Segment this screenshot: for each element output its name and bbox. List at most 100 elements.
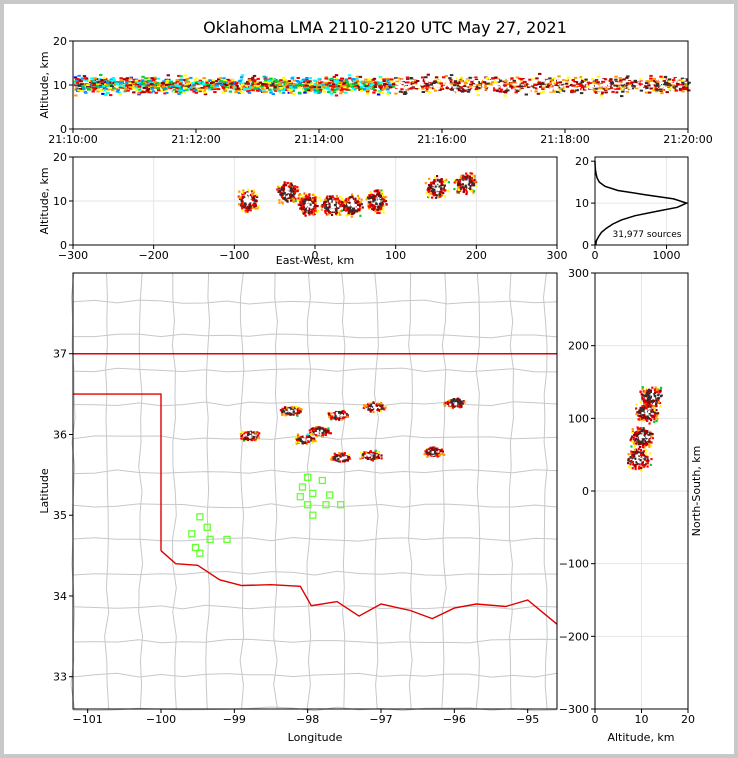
time-height-source	[515, 79, 520, 82]
map-source	[348, 457, 351, 460]
time-height-source	[303, 91, 307, 94]
time-height-source	[527, 84, 532, 87]
time-height-source	[506, 89, 510, 92]
time-height-source	[317, 92, 321, 95]
time-height-source	[109, 94, 113, 97]
ew-source	[349, 210, 352, 213]
ew-source	[281, 185, 284, 189]
time-height-source	[125, 80, 129, 83]
time-height-source	[355, 84, 359, 87]
ew-source	[378, 189, 381, 192]
ew-source	[373, 190, 376, 193]
time-height-source	[584, 90, 588, 93]
ew-source	[369, 195, 372, 198]
ew-source	[436, 194, 439, 197]
ew-source	[306, 207, 310, 210]
time-height-source	[395, 78, 399, 81]
time-height-source	[222, 77, 226, 80]
time-height-source	[440, 88, 445, 90]
ew-source	[310, 202, 313, 205]
time-height-source	[404, 86, 409, 88]
time-height-source	[671, 84, 676, 87]
time-height-source	[100, 79, 104, 81]
time-height-source	[175, 90, 179, 93]
time-height-source	[281, 91, 286, 94]
ew-source	[368, 207, 371, 210]
time-height-source	[550, 87, 554, 90]
ew-source	[370, 193, 373, 196]
time-height-source	[277, 84, 281, 87]
time-height-source	[557, 86, 561, 89]
ew-source	[459, 187, 462, 190]
ew-source	[244, 194, 247, 197]
time-height-source	[407, 80, 411, 83]
time-height-source	[618, 81, 623, 84]
time-height-source	[586, 81, 591, 84]
ew-source	[352, 212, 355, 215]
ew-source	[291, 199, 294, 202]
ew-source	[304, 203, 307, 206]
time-height-source	[579, 84, 583, 87]
time-height-source	[109, 82, 113, 85]
time-height-source	[475, 85, 479, 88]
map-source	[249, 438, 252, 441]
time-height-source	[392, 79, 397, 82]
time-height-source	[573, 84, 577, 87]
x-tick-label: 200	[466, 249, 487, 262]
time-height-source	[390, 78, 394, 81]
time-height-source	[540, 92, 544, 94]
ew-source	[327, 199, 330, 202]
time-height-source	[111, 80, 115, 83]
time-height-source	[474, 82, 479, 84]
time-height-source	[649, 80, 653, 82]
time-height-source	[579, 92, 584, 95]
map-source	[242, 431, 245, 434]
ew-source	[433, 179, 436, 182]
ew-source	[250, 190, 254, 193]
time-height-source	[328, 85, 333, 87]
time-height-source	[591, 87, 595, 90]
time-height-source	[185, 77, 190, 80]
time-height-source	[381, 88, 385, 91]
ew-source	[249, 206, 252, 209]
county-border	[72, 469, 558, 475]
histogram-xticks: 0 1000	[592, 245, 681, 262]
time-height-source	[301, 78, 306, 81]
time-height-source	[557, 79, 561, 82]
time-height-source	[109, 84, 114, 87]
time-height-source	[444, 78, 448, 81]
map-source	[251, 433, 254, 436]
x-tick-label: 0	[312, 249, 319, 262]
ew-source	[250, 194, 253, 198]
county-border	[340, 272, 346, 710]
time-height-source	[235, 89, 239, 92]
time-height-source	[222, 83, 227, 86]
county-border	[542, 272, 548, 710]
time-height-source	[256, 83, 260, 85]
time-height-source	[305, 82, 309, 85]
x-tick-label: 21:16:00	[417, 133, 466, 146]
time-height-source	[272, 88, 277, 91]
time-height-source	[104, 93, 108, 96]
time-height-source	[146, 86, 151, 89]
map-source	[292, 413, 295, 416]
ew-source	[342, 208, 346, 211]
time-height-source	[128, 82, 132, 85]
time-height-source	[662, 78, 666, 81]
ew-source	[278, 186, 281, 189]
time-height-source	[498, 90, 503, 93]
time-height-source	[136, 79, 141, 82]
time-height-source	[397, 87, 401, 90]
ew-source	[304, 214, 307, 217]
time-height-source	[248, 86, 253, 89]
ew-source	[297, 199, 300, 202]
time-height-source	[300, 84, 304, 86]
time-height-source	[79, 89, 83, 92]
time-height-source	[666, 85, 671, 87]
ew-source	[247, 201, 250, 204]
time-height-source	[519, 80, 523, 83]
county-border	[72, 672, 558, 678]
time-height-source	[89, 81, 93, 84]
time-height-source	[453, 80, 458, 83]
time-height-source	[549, 78, 553, 81]
